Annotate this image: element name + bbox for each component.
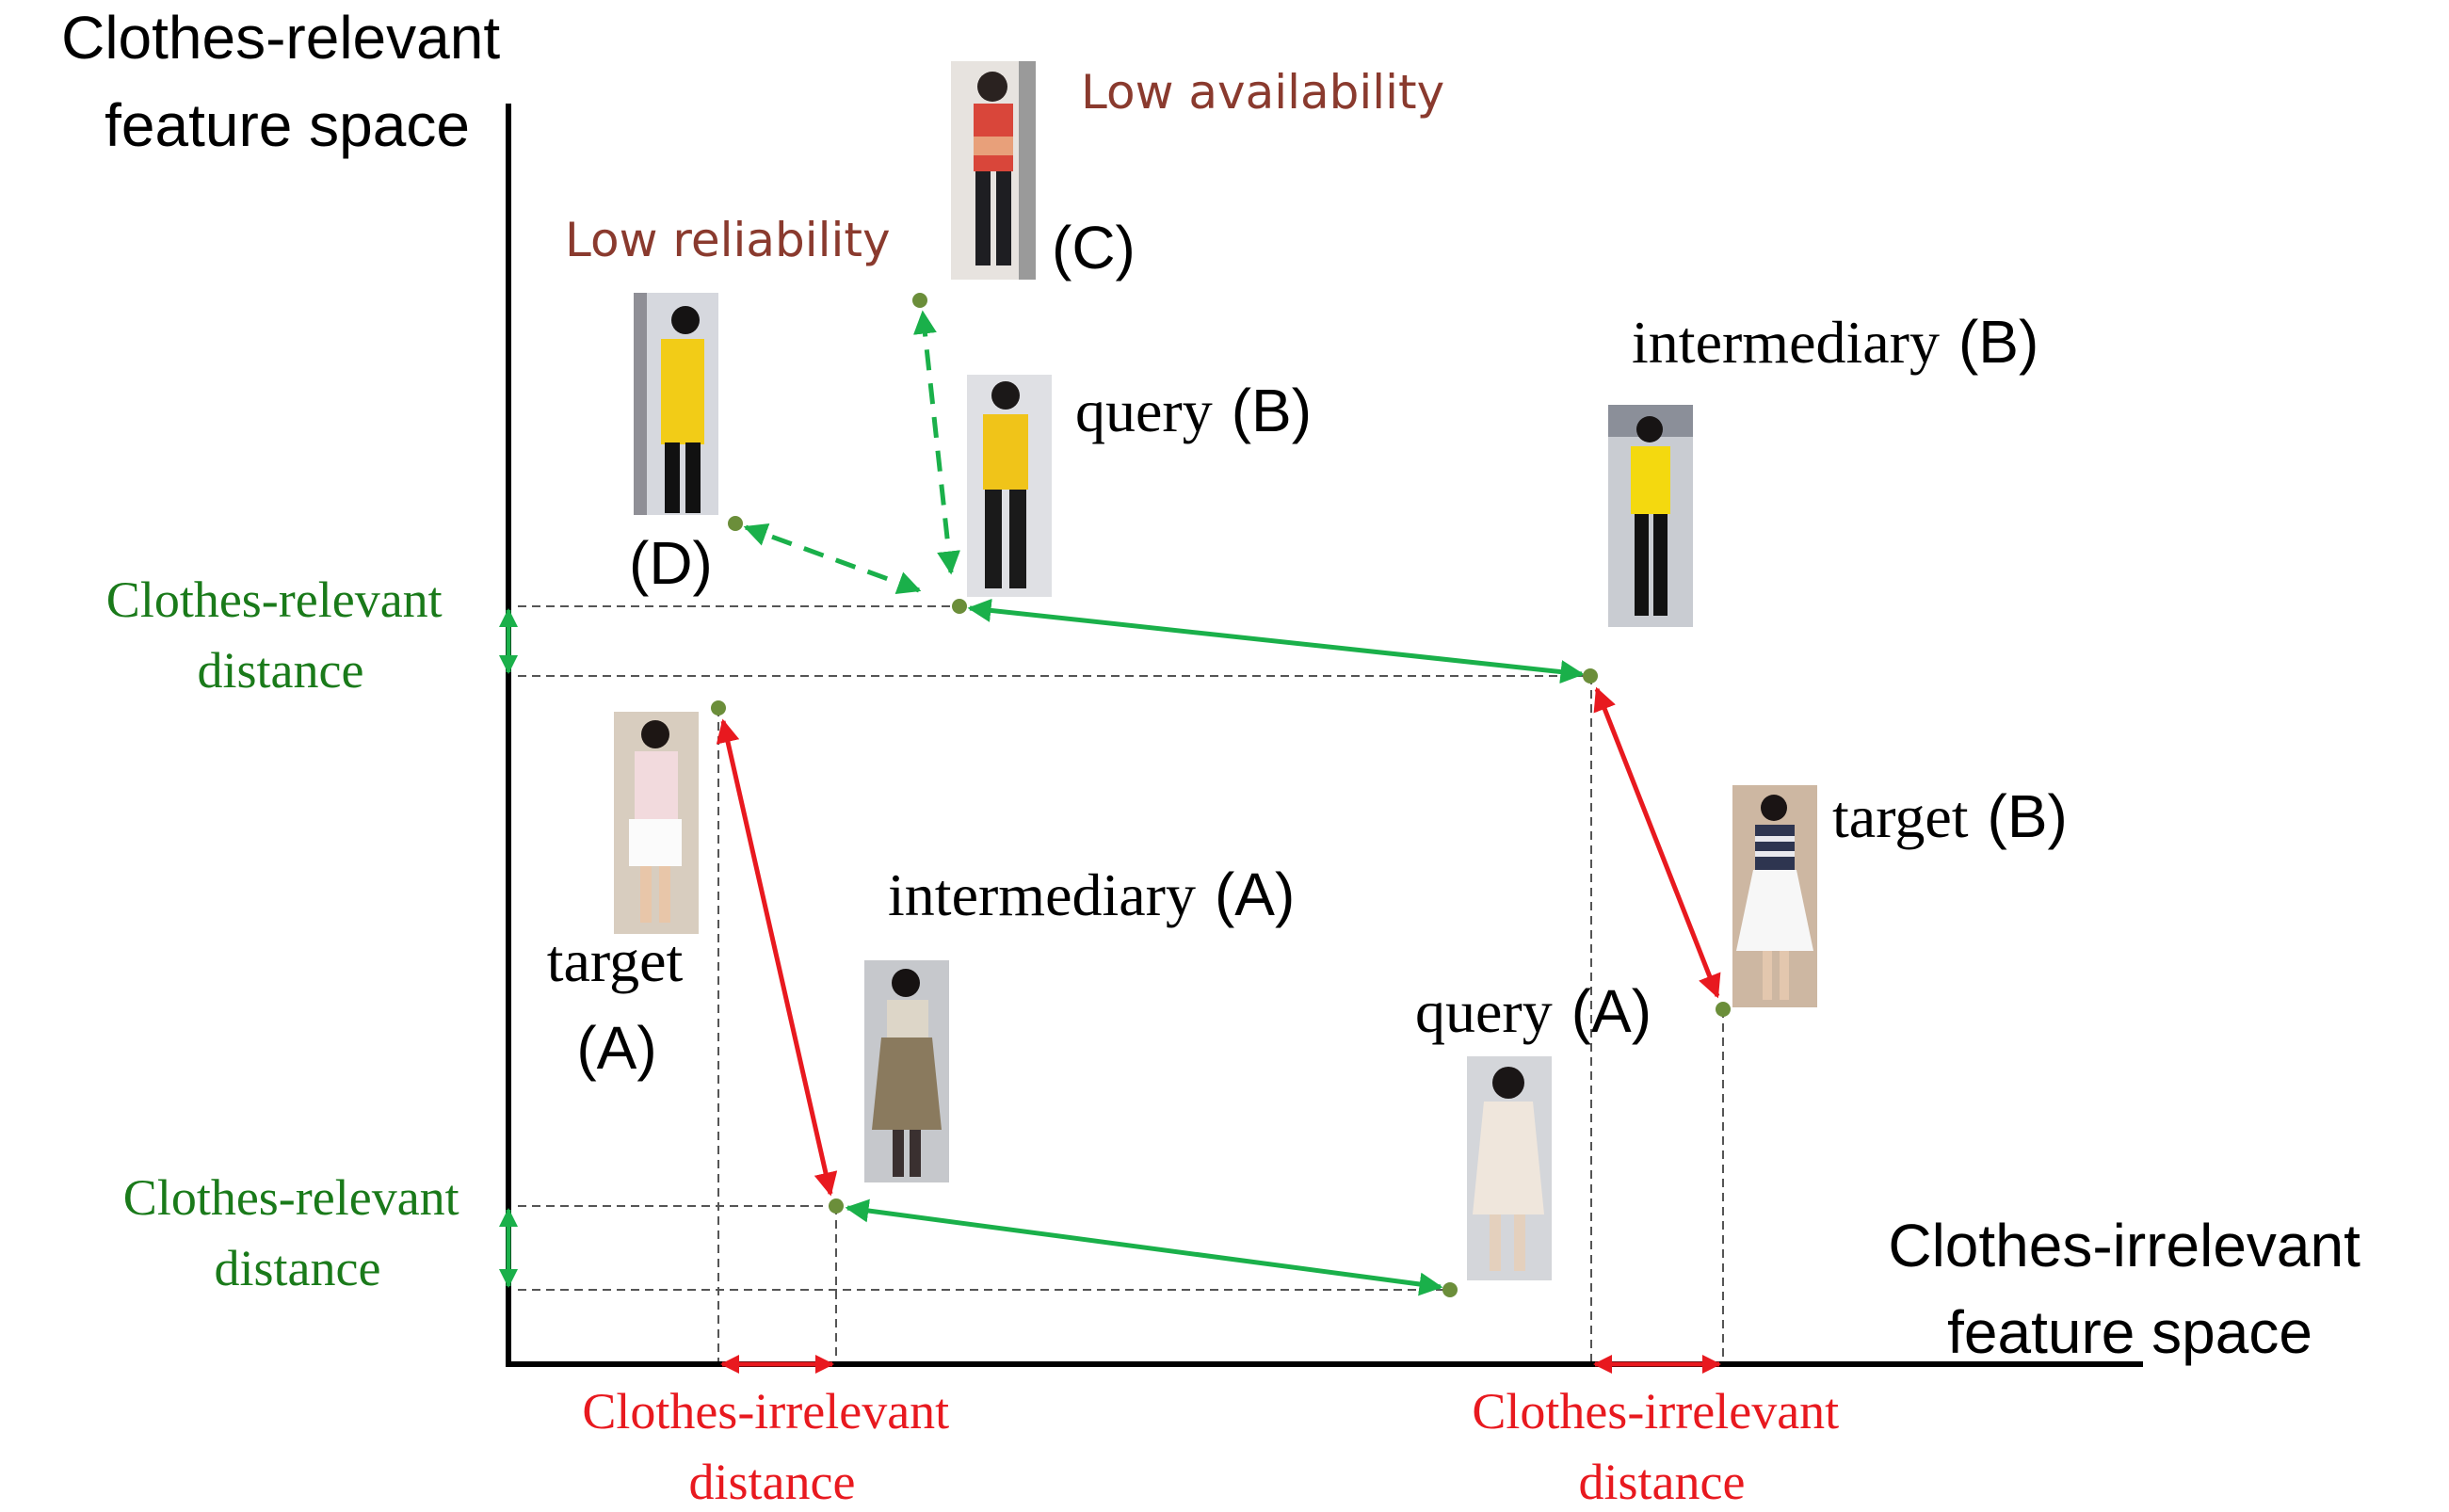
point-intermediary-b: [1583, 668, 1598, 684]
person-photo-intermediary-a: [864, 960, 949, 1182]
person-photo-target-a: [614, 712, 699, 934]
point-target-a: [711, 700, 726, 716]
point-candidate-c: [912, 293, 927, 308]
point-query-a: [1442, 1282, 1458, 1297]
arrow-query-b-to-candidate-d: [743, 523, 922, 595]
person-photo-query-b: [967, 375, 1052, 597]
point-candidate-d: [728, 516, 743, 531]
point-target-b: [1716, 1002, 1731, 1017]
person-photo-query-a: [1467, 1056, 1552, 1280]
label-target-a: target (A): [547, 927, 687, 1082]
label-query-a: query (A): [1415, 977, 1651, 1045]
arrow-intermediary-a-to-query-a: [845, 1198, 1443, 1296]
low-availability-note: Low availability: [1081, 65, 1444, 120]
arrow-target-a-to-intermediary-a: [716, 718, 838, 1197]
label-candidate-c: (C): [1052, 214, 1136, 281]
irrelevant-distance-label-right: Clothes-irrelevant distance: [1472, 1383, 1851, 1510]
irrelevant-distance-label-left: Clothes-irrelevant distance: [582, 1383, 961, 1510]
label-intermediary-a: intermediary (A): [888, 861, 1295, 928]
label-intermediary-b: intermediary (B): [1632, 308, 2038, 376]
x-axis-label: Clothes-irrelevant feature space: [1888, 1212, 2376, 1366]
person-photo-intermediary-b: [1608, 405, 1693, 627]
person-photo-candidate-c: [951, 61, 1036, 280]
arrow-query-b-to-candidate-c: [913, 310, 960, 575]
y-axis-label: Clothes-relevant feature space: [61, 4, 517, 159]
relevant-distance-label-bottom: Clothes-relevant distance: [123, 1169, 472, 1296]
person-photo-target-b: [1732, 785, 1817, 1007]
low-reliability-note: Low reliability: [565, 213, 891, 267]
label-query-b: query (B): [1075, 377, 1312, 444]
relevant-distance-label-top: Clothes-relevant distance: [106, 571, 455, 699]
point-query-b: [952, 599, 967, 614]
label-candidate-d: (D): [629, 529, 713, 597]
arrow-intermediary-b-to-target-b: [1593, 686, 1721, 999]
person-photo-candidate-d: [634, 293, 718, 515]
label-target-b: target (B): [1832, 782, 2068, 850]
arrow-query-b-to-intermediary-b: [967, 598, 1585, 684]
point-intermediary-a: [829, 1198, 844, 1214]
